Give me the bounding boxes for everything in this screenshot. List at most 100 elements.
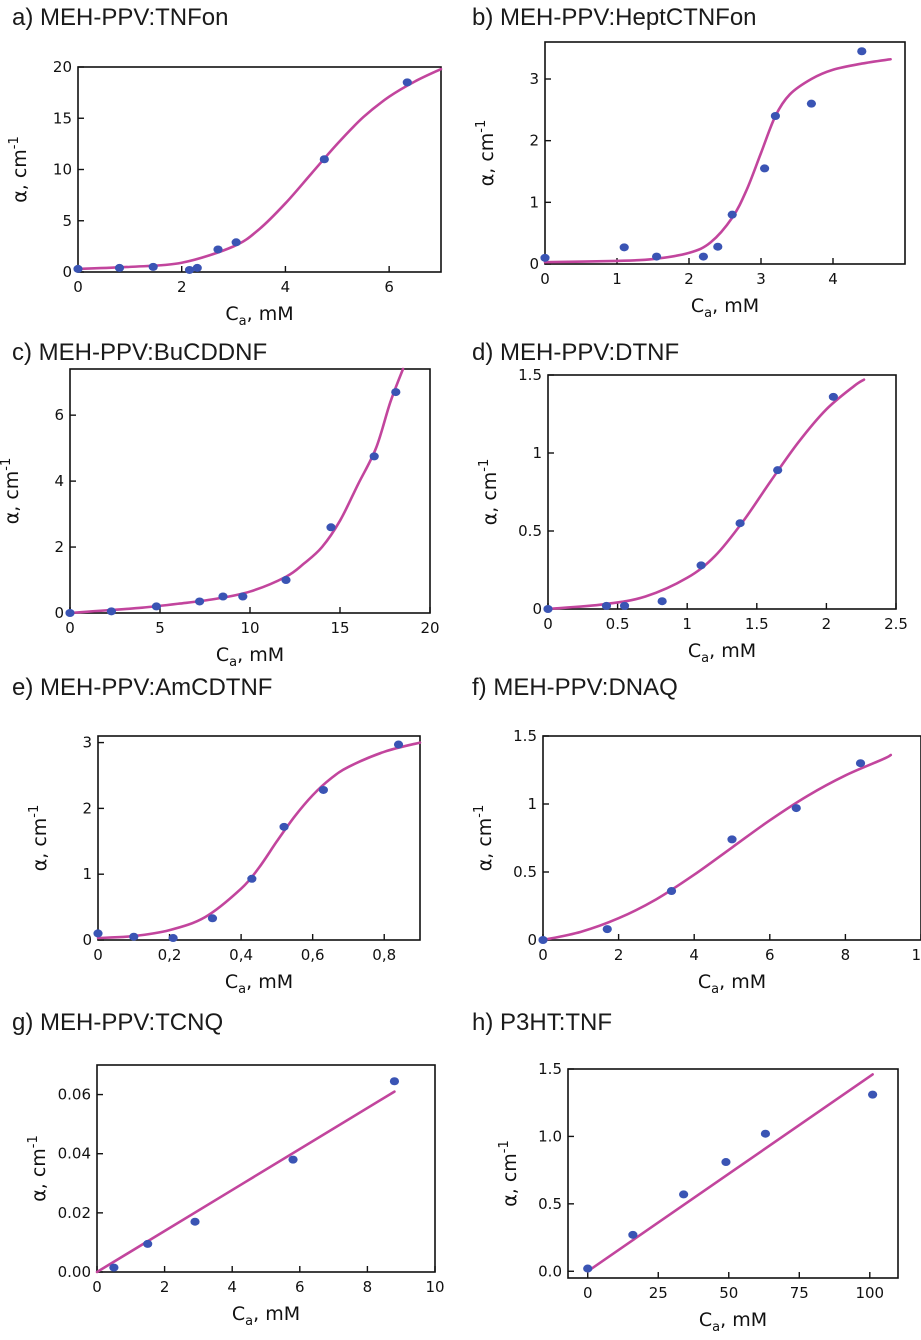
y-tick-label: 1: [532, 444, 542, 462]
y-axis-label: α, cm-1: [497, 1140, 521, 1207]
x-axis-label: Ca, mM: [691, 295, 759, 321]
y-tick-label: 1.5: [538, 1060, 562, 1078]
fit-curve: [541, 753, 893, 942]
x-tick-label: 6: [384, 278, 394, 296]
y-tick-label: 1: [82, 865, 92, 883]
data-point: [129, 932, 139, 941]
data-point: [402, 78, 412, 87]
data-point: [727, 835, 737, 844]
x-tick-label: 0,2: [158, 946, 182, 964]
x-axis-label-sub: a: [245, 1314, 253, 1329]
y-axis-label: α, cm-1: [26, 1135, 50, 1202]
y-tick-label: 10: [53, 161, 72, 179]
x-tick-label: 2: [822, 615, 832, 633]
y-tick-label: 1.5: [513, 727, 537, 745]
y-tick-label: 0: [527, 931, 537, 949]
plot-svg: 0 0,2 0,4 0,6 0,8 0 1 2 3 Ca, mM α, cm-1: [27, 734, 422, 997]
panel-title: d) MEH-PPV:DTNF: [472, 339, 680, 366]
chart-panel-c: c) MEH-PPV:BuCDDNF 0 5 10 15 20 0 2 4 6 Ca, mM α, c…: [0, 335, 460, 670]
x-axis-label: Ca, mM: [688, 640, 756, 666]
x-tick-label: 10: [240, 619, 259, 637]
panel-title: g) MEH-PPV:TCNQ: [12, 1009, 224, 1036]
x-tick-label: 0: [540, 270, 550, 288]
y-tick-label: 4: [54, 472, 64, 490]
x-axis-label-main: C: [225, 971, 238, 993]
data-point: [828, 392, 838, 401]
y-tick-label: 3: [82, 734, 92, 752]
data-point: [666, 887, 677, 896]
plot-svg: 0 5 10 15 20 0 2 4 6 Ca, mM α, cm-1: [0, 367, 440, 670]
y-tick-label: 0: [82, 931, 92, 949]
data-point: [148, 262, 158, 271]
x-tick-label: 5: [155, 619, 165, 637]
x-tick-label: 2.5: [884, 615, 908, 633]
plot-svg: 0 0.5 1 1.5 2 2.5 0 0.5 1 1.5 Ca, mM α, cm-1: [477, 366, 908, 666]
data-point: [93, 929, 103, 938]
x-tick-label: 2: [684, 270, 694, 288]
data-point: [713, 242, 723, 251]
x-axis-label-sub: a: [239, 314, 247, 329]
data-point: [652, 252, 662, 261]
x-axis-label-unit: , mM: [246, 971, 293, 993]
fit-curve: [95, 1090, 396, 1274]
y-axis-label: α, cm-1: [7, 136, 31, 203]
data-point: [601, 601, 612, 610]
fit-curve: [586, 1073, 874, 1273]
y-axis-label-main: α, cm: [499, 1153, 521, 1207]
data-point: [369, 452, 379, 461]
x-axis-label: Ca, mM: [698, 971, 766, 997]
x-tick-label: 0,6: [301, 946, 325, 964]
y-axis-label-sup: -1: [27, 805, 42, 818]
x-axis-label-sub: a: [229, 655, 237, 670]
data-point: [192, 263, 202, 272]
y-axis-label-sup: -1: [497, 1140, 512, 1153]
y-axis-label-main: α, cm: [9, 149, 31, 203]
data-point: [151, 602, 161, 611]
x-axis-label: Ca, mM: [232, 1303, 300, 1329]
x-tick-label: 15: [330, 619, 349, 637]
x-tick-label: 4: [227, 1278, 237, 1296]
x-axis-label-unit: , mM: [247, 303, 294, 325]
plot-svg: 0 2 4 6 8 10 0.00 0.02 0.04 0.06 Ca, mM α, cm-1: [26, 1064, 445, 1329]
x-tick-label: 4: [828, 270, 838, 288]
x-axis-label-main: C: [688, 640, 701, 662]
x-tick-label: 6: [765, 946, 775, 964]
x-tick-label: 0.5: [606, 615, 630, 633]
x-axis-label: Ca, mM: [699, 1309, 767, 1335]
x-axis-label-sub: a: [712, 1320, 720, 1335]
y-tick-label: 0.5: [513, 863, 537, 881]
plot-frame: [544, 41, 906, 265]
x-axis-label-sub: a: [711, 982, 719, 997]
plot-svg: 0 2 4 6 0 5 10 15 20 Ca, mM α, cm-1: [7, 58, 443, 329]
x-tick-label: 10: [911, 946, 921, 964]
chart-panel-a: a) MEH-PPV:TNFon 0 2 4 6 0 5 10 15 20 Ca, mM α, cm-…: [0, 0, 460, 335]
data-point: [114, 263, 125, 272]
data-point: [868, 1090, 878, 1099]
x-axis-label-unit: , mM: [237, 644, 284, 666]
data-point: [770, 112, 780, 120]
data-point: [679, 1190, 689, 1199]
x-tick-label: 6: [295, 1278, 305, 1296]
x-tick-label: 0: [538, 946, 548, 964]
y-tick-label: 0: [529, 255, 539, 273]
y-tick-label: 2: [82, 799, 92, 817]
data-point: [218, 592, 228, 601]
data-point: [855, 759, 866, 768]
data-point: [721, 1158, 731, 1167]
y-tick-label: 1.5: [518, 366, 542, 384]
plot-svg: 0 1 2 3 4 0 1 2 3 Ca, mM α, cm-1: [474, 41, 906, 321]
data-point: [319, 155, 329, 164]
data-point: [602, 925, 612, 934]
data-point: [727, 210, 737, 219]
data-point: [391, 388, 401, 397]
fit-curve: [96, 741, 422, 940]
y-axis-label-main: α, cm: [479, 472, 501, 526]
data-point: [231, 238, 241, 247]
x-tick-label: 1.5: [745, 615, 769, 633]
x-axis-label-sub: a: [704, 306, 712, 321]
y-axis-label-main: α, cm: [1, 471, 23, 525]
y-tick-label: 20: [53, 58, 72, 76]
data-point: [65, 609, 75, 617]
x-tick-label: 1: [612, 270, 622, 288]
y-axis-label: α, cm-1: [477, 459, 501, 526]
